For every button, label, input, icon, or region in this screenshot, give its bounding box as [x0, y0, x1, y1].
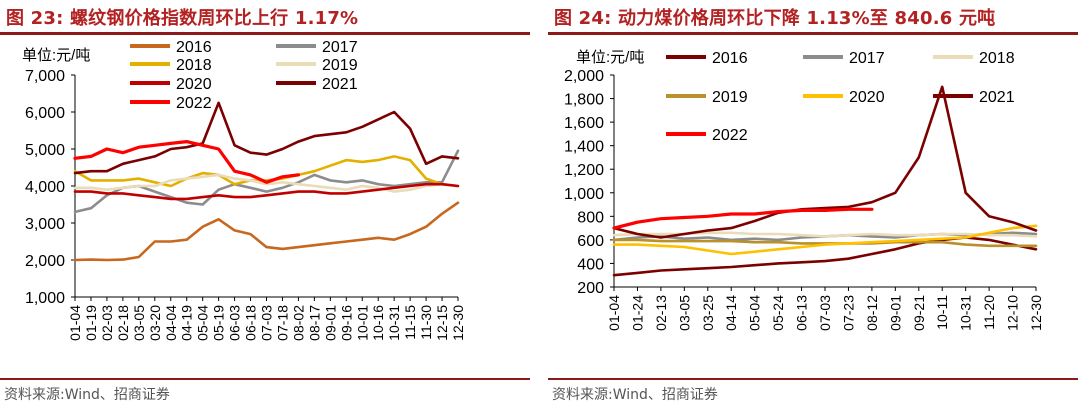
right-x-tick-label: 06-13	[794, 295, 810, 331]
right-x-tick-label: 03-05	[676, 295, 692, 331]
right-x-tick-label: 05-24	[770, 295, 786, 331]
right-y-tick-label: 2,000	[564, 68, 604, 85]
right-title-rule	[548, 32, 1078, 35]
right-legend-label-2021: 2021	[979, 89, 1015, 106]
right-bottom-rule	[548, 378, 1078, 380]
left-x-tick-label: 09-16	[338, 305, 354, 341]
left-series-line-2020	[73, 182, 460, 201]
left-chart: 单位:元/吨 1,000 2,000 3,000 4,000 5,000 6,000 7,00…	[22, 39, 466, 341]
left-x-tick-label: 11-15	[402, 305, 418, 340]
right-x-tick-label: 01-24	[629, 295, 645, 331]
right-x-tick-label: 02-13	[653, 295, 669, 331]
right-x-tick-label: 08-12	[864, 295, 880, 331]
right-x-tick-label: 12-30	[1028, 295, 1044, 331]
left-x-tick-label: 03-20	[147, 305, 163, 341]
left-y-tick-label: 7,000	[25, 68, 65, 85]
left-y-tick-label: 5,000	[25, 142, 65, 159]
right-legend-label-2022: 2022	[712, 127, 748, 144]
left-x-tick-label: 10-01	[354, 305, 370, 341]
left-legend-label-2017: 2017	[322, 39, 358, 56]
left-x-tick-label: 04-19	[179, 305, 195, 341]
left-y-tick-label: 6,000	[25, 105, 65, 122]
left-x-tick-label: 05-04	[195, 305, 211, 341]
right-x-tick-label: 03-25	[700, 295, 716, 331]
left-source-note: 资料来源:Wind、招商证券	[4, 387, 170, 403]
left-y-tick-label: 2,000	[25, 253, 65, 270]
left-x-tick-label: 04-04	[163, 305, 179, 341]
right-legend-label-2016: 2016	[712, 50, 748, 67]
left-series-line-2019	[73, 173, 460, 193]
right-y-tick-label: 400	[577, 256, 604, 273]
left-legend-label-2021: 2021	[322, 76, 358, 93]
right-y-unit-label: 单位:元/吨	[576, 49, 644, 66]
right-source-note: 资料来源:Wind、招商证券	[552, 387, 718, 403]
right-figure-title: 图 24: 动力煤价格周环比下降 1.13%至 840.6 元吨	[554, 8, 996, 29]
right-y-tick-label: 800	[577, 209, 604, 226]
left-title-rule	[0, 32, 530, 35]
right-x-tick-label: 04-14	[723, 295, 739, 331]
right-legend-label-2018: 2018	[979, 50, 1015, 67]
right-y-tick-label: 1,200	[564, 162, 604, 179]
left-bottom-rule	[0, 378, 530, 380]
right-legend-label-2020: 2020	[849, 89, 885, 106]
left-y-tick-label: 1,000	[25, 290, 65, 307]
left-x-tick-label: 10-16	[370, 305, 386, 341]
left-legend-label-2022: 2022	[176, 95, 212, 112]
left-series-line-2018	[73, 155, 460, 188]
left-x-tick-label: 11-30	[418, 305, 434, 340]
left-legend-label-2016: 2016	[176, 39, 212, 56]
right-legend-label-2017: 2017	[849, 50, 885, 67]
right-legend-label-2019: 2019	[712, 89, 748, 106]
right-series-line-2022	[612, 207, 874, 230]
left-legend-label-2019: 2019	[322, 57, 358, 74]
right-y-tick-label: 1,400	[564, 139, 604, 156]
left-x-tick-label: 06-18	[243, 305, 259, 341]
left-x-tick-label: 03-05	[131, 305, 147, 341]
left-x-tick-label: 08-17	[306, 305, 322, 341]
right-x-tick-label: 09-21	[911, 295, 927, 331]
right-x-tick-label: 10-31	[958, 295, 974, 331]
left-figure: 图 23: 螺纹钢价格指数周环比上行 1.17% 单位:元/吨 1,000 2,00…	[0, 0, 530, 413]
right-series-line-2021	[612, 85, 1038, 239]
right-y-tick-label: 200	[577, 280, 604, 297]
left-x-tick-label: 05-19	[211, 305, 227, 341]
left-series-line-2021	[73, 101, 460, 175]
right-x-tick-label: 09-01	[887, 295, 903, 331]
right-y-tick-label: 600	[577, 233, 604, 250]
right-chart: 单位:元/吨 200 400 600 800 1,000 1,200 1,400 1,600 1,…	[564, 49, 1044, 331]
left-legend-label-2020: 2020	[176, 76, 212, 93]
left-x-tick-label: 12-30	[450, 305, 466, 341]
right-y-tick-label: 1,600	[564, 115, 604, 132]
left-series-line-2022	[73, 140, 300, 184]
left-x-tick-label: 02-03	[99, 305, 115, 341]
left-x-tick-label: 07-18	[274, 305, 290, 341]
left-y-tick-label: 3,000	[25, 216, 65, 233]
left-y-unit-label: 单位:元/吨	[22, 47, 90, 64]
left-x-tick-label: 12-15	[434, 305, 450, 341]
right-series-line-2020	[612, 224, 1038, 256]
left-series-line-2016	[73, 201, 460, 262]
right-figure: 图 24: 动力煤价格周环比下降 1.13%至 840.6 元吨 单位:元/吨 2…	[548, 0, 1078, 413]
right-x-tick-label: 10-11	[934, 295, 950, 330]
left-x-tick-label: 06-03	[227, 305, 243, 341]
left-x-tick-label: 07-03	[259, 305, 275, 341]
right-y-tick-label: 1,800	[564, 92, 604, 109]
right-x-tick-label: 07-03	[817, 295, 833, 331]
right-x-tick-label: 05-04	[747, 295, 763, 331]
left-x-tick-label: 01-04	[67, 305, 83, 341]
right-x-tick-label: 12-10	[1005, 295, 1021, 331]
left-figure-title: 图 23: 螺纹钢价格指数周环比上行 1.17%	[6, 8, 359, 29]
left-legend-label-2018: 2018	[176, 57, 212, 74]
right-x-tick-label: 01-04	[606, 295, 622, 331]
right-x-tick-label: 11-20	[981, 295, 997, 330]
left-x-tick-label: 02-18	[115, 305, 131, 341]
left-y-tick-label: 4,000	[25, 179, 65, 196]
right-y-tick-label: 1,000	[564, 186, 604, 203]
left-x-tick-label: 09-01	[322, 305, 338, 341]
left-x-tick-label: 08-02	[290, 305, 306, 341]
right-x-tick-label: 07-23	[840, 295, 856, 331]
left-x-tick-label: 01-19	[83, 305, 99, 341]
left-x-tick-label: 10-31	[386, 305, 402, 341]
